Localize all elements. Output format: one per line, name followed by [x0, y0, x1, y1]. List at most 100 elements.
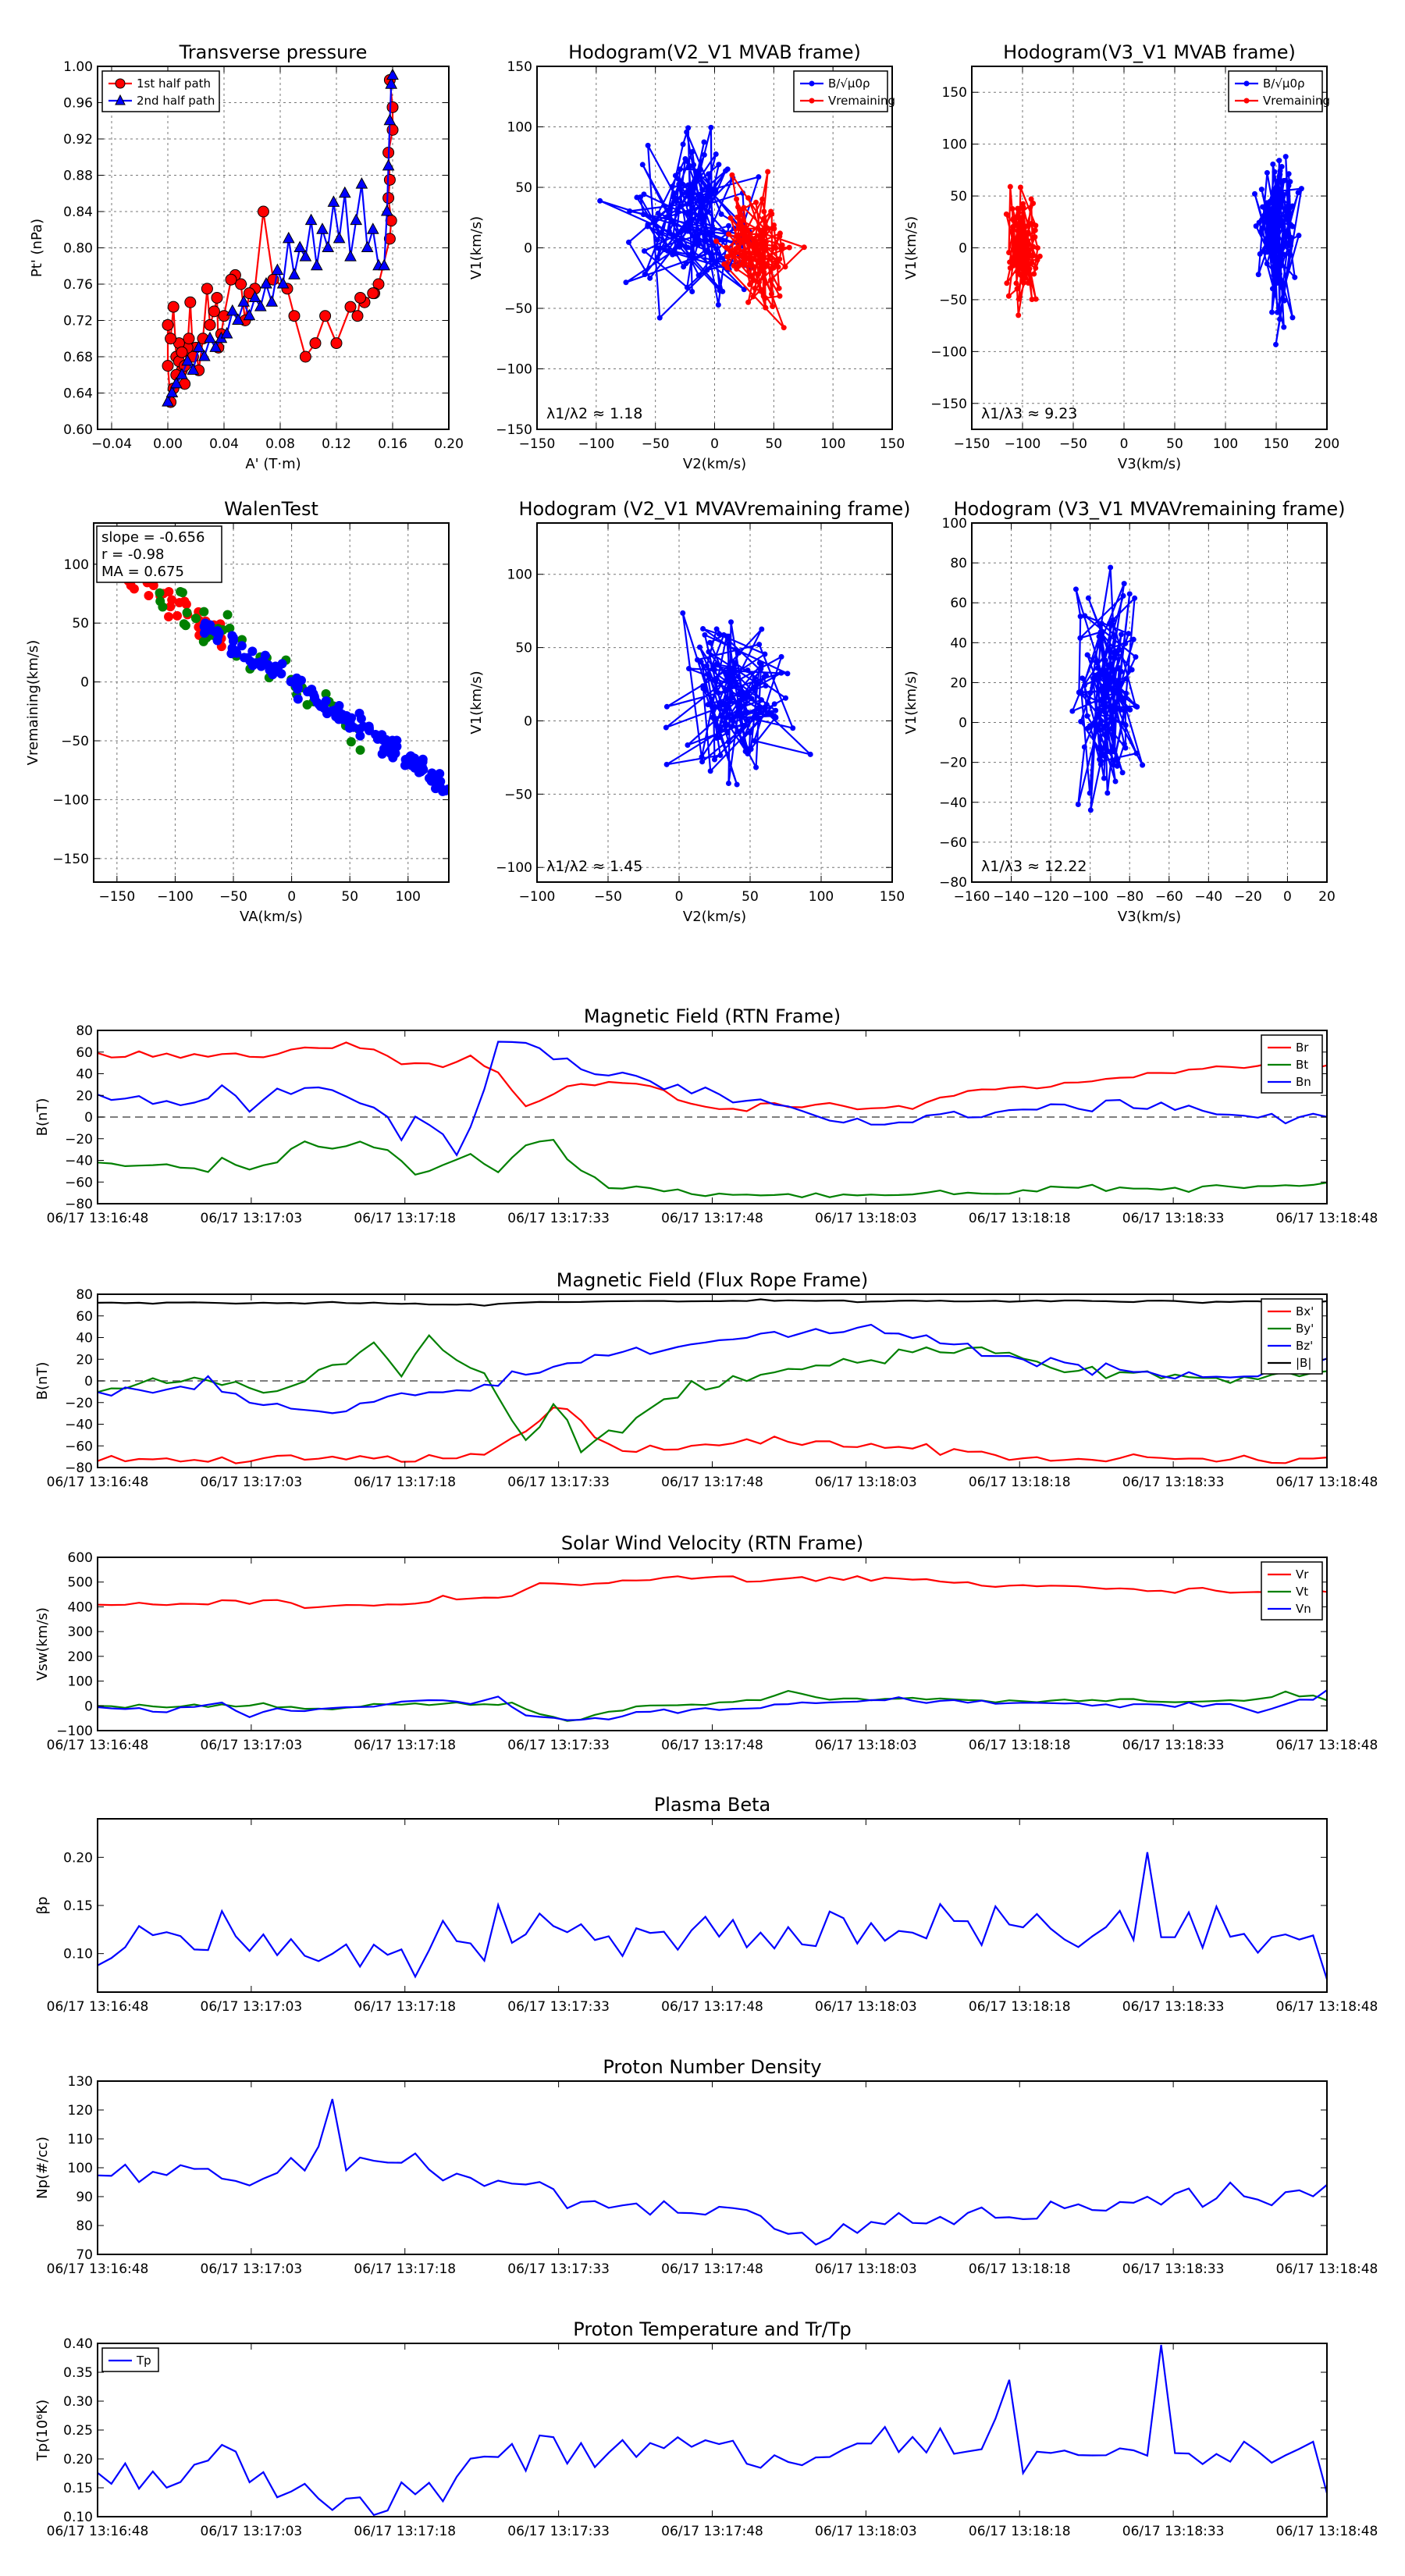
data-point [1111, 758, 1117, 764]
data-point [1120, 592, 1126, 599]
legend: Br Bt Bn [1261, 1034, 1323, 1094]
y-tick-label: 40 [76, 1331, 93, 1347]
data-point [392, 735, 402, 745]
data-point [1003, 211, 1009, 217]
data-point [366, 222, 379, 234]
data-point [1010, 228, 1016, 234]
data-point [652, 218, 658, 224]
data-point [776, 285, 782, 291]
data-point [1118, 632, 1124, 638]
data-point [1084, 652, 1090, 658]
data-point [1004, 280, 1010, 286]
data-point [702, 247, 708, 254]
data-point [720, 632, 727, 638]
y-axis-label: B(nT) [34, 1098, 51, 1137]
data-point [1286, 171, 1292, 177]
data-point [1019, 235, 1025, 241]
data-point [778, 653, 784, 660]
data-point [694, 656, 700, 663]
data-point [1094, 658, 1100, 664]
data-point [727, 215, 734, 221]
data-point [758, 666, 764, 672]
y-tick-label: 0.35 [63, 2365, 93, 2381]
data-point [1276, 186, 1282, 192]
data-point [204, 318, 216, 331]
data-point [380, 204, 393, 216]
data-point [208, 305, 220, 318]
plot-frame [97, 1557, 1328, 1731]
data-point [695, 236, 701, 242]
data-point [201, 283, 213, 295]
series-b0 [597, 124, 762, 321]
data-point [176, 346, 188, 358]
data-point [1016, 215, 1023, 221]
data-point [209, 340, 222, 352]
data-point [731, 671, 737, 677]
x-tick-label: 0.00 [153, 436, 183, 452]
data-point [1284, 241, 1290, 247]
data-point [656, 315, 663, 321]
data-point [355, 177, 368, 189]
data-point [784, 671, 791, 677]
x-tick-label: 06/17 13:17:18 [354, 1738, 456, 1753]
x-tick-label: 06/17 13:17:48 [661, 2261, 763, 2277]
data-point [707, 193, 713, 199]
x-tick-label: 06/17 13:18:33 [1122, 2524, 1225, 2539]
data-point [1257, 229, 1264, 235]
data-point [1276, 158, 1282, 164]
data-point [756, 704, 763, 710]
data-point [424, 773, 434, 783]
x-tick-label: 0.08 [265, 436, 295, 452]
x-tick-label: 50 [766, 436, 783, 452]
data-point [727, 683, 734, 689]
plot-area [972, 523, 1327, 882]
data-point [680, 610, 686, 616]
x-tick-label: 06/17 13:17:48 [661, 1211, 763, 1226]
y-axis-label: Vsw(km/s) [34, 1607, 51, 1681]
plasma-beta-chart: Plasma Beta 06/17 13:16:48 06/17 13:17:03 0… [34, 1794, 1378, 2015]
x-tick-label: 06/17 13:18:18 [969, 1999, 1071, 2015]
data-point [181, 600, 191, 610]
data-point [309, 337, 322, 350]
data-point [1121, 581, 1127, 587]
data-point [684, 129, 690, 135]
data-point [1037, 253, 1043, 259]
data-point [1110, 731, 1116, 737]
data-point [689, 288, 695, 294]
x-tick-label: 0 [287, 889, 296, 905]
y-tick-label: 0.25 [63, 2423, 93, 2439]
y-tick-label: −20 [65, 1132, 93, 1147]
proton-number-density-chart: Proton Number Density 06/17 13:16:48 06/17… [34, 2056, 1378, 2277]
data-point [1084, 713, 1090, 719]
y-tick-label: 0.80 [63, 241, 93, 257]
data-point [1288, 234, 1294, 240]
data-point [1028, 196, 1034, 202]
data-point [747, 281, 753, 287]
data-point [1274, 226, 1280, 232]
y-axis-label: B(nT) [34, 1362, 51, 1400]
data-point [761, 208, 767, 215]
series-np [98, 2098, 1327, 2246]
series-vremaining [1003, 183, 1043, 318]
y-tick-label: 0 [84, 1110, 93, 1126]
data-point [728, 724, 735, 730]
data-point [288, 268, 301, 279]
y-tick-label: 500 [68, 1575, 93, 1591]
data-point [330, 337, 343, 350]
data-point [1275, 276, 1281, 282]
data-point [735, 673, 742, 679]
data-point [247, 646, 258, 656]
data-point [640, 212, 646, 218]
x-tick-label: 100 [820, 436, 845, 452]
data-point [1023, 269, 1030, 276]
data-point [1292, 274, 1298, 280]
series-by [98, 1333, 1327, 1454]
y-tick-label: −100 [56, 1724, 93, 1739]
data-point [162, 395, 174, 407]
data-point [736, 649, 742, 656]
data-point [713, 626, 720, 632]
x-axis-label: V3(km/s) [1118, 456, 1181, 472]
legend-label: Vn [1296, 1602, 1311, 1616]
series-line [1070, 567, 1144, 811]
data-point [710, 663, 716, 669]
